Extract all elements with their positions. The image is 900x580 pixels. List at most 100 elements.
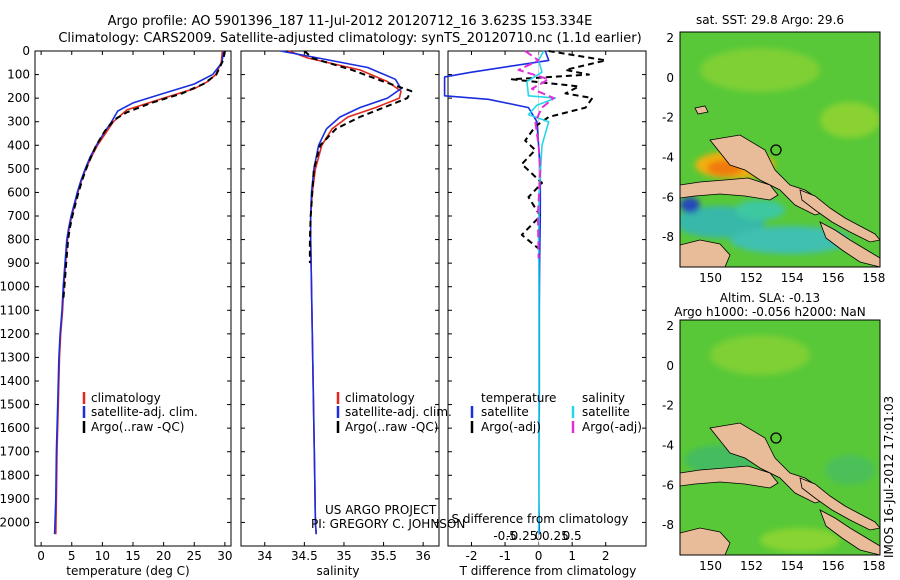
depth-tick-label: 200 <box>7 91 30 105</box>
temperature-xtick-label: 30 <box>217 549 232 563</box>
depth-tick-label: 1400 <box>0 374 30 388</box>
temperature-panel-frame <box>34 50 232 547</box>
figure-title-line1: Argo profile: AO 5901396_187 11-Jul-2012… <box>108 14 593 29</box>
depth-tick-label: 800 <box>7 233 30 247</box>
map_sla-lat-tick-label: -8 <box>662 518 674 532</box>
argo-float-marker <box>770 432 782 444</box>
map_sst-lat-tick-label: -8 <box>662 230 674 244</box>
legend-s-argo-label: Argo(-adj) <box>582 420 642 434</box>
legend-t-argo-label: Argo(-adj) <box>481 420 541 434</box>
map_sst-lat-tick-label: -6 <box>662 190 674 204</box>
legend-climatology-label: climatology <box>91 391 161 405</box>
difference-xtick-label: -2 <box>466 549 478 563</box>
map_sst-lat-tick-label: -2 <box>662 111 674 125</box>
depth-tick-label: 1000 <box>0 280 30 294</box>
depth-tick-label: 1800 <box>0 468 30 482</box>
land-mass <box>819 509 880 555</box>
map_sst-lat-tick-label: -4 <box>662 150 674 164</box>
depth-tick-label: 500 <box>7 162 30 176</box>
figure-title-line2: Climatology: CARS2009. Satellite-adjuste… <box>58 31 641 46</box>
project-credit: US ARGO PROJECT <box>325 503 437 517</box>
salinity-difference-tick-label: -0.5 <box>493 529 516 543</box>
salinity-panel-frame <box>240 50 440 547</box>
temperature-series-argo-raw-qc- <box>62 50 226 301</box>
legend-s-satellite-label: satellite <box>582 405 630 419</box>
difference-axis-label: T difference from climatology <box>459 564 637 578</box>
difference-xtick-label: 1 <box>568 549 576 563</box>
depth-tick-label: 400 <box>7 138 30 152</box>
legend-salinity-heading: salinity <box>582 391 625 405</box>
sst-cool-patch <box>730 226 850 254</box>
map_sla-lat-tick-label: 2 <box>666 319 674 333</box>
sla-map-title-line2: Argo h1000: -0.056 h2000: NaN <box>674 305 866 319</box>
depth-tick-label: 0 <box>22 44 30 58</box>
sst-warm-patch <box>820 102 880 138</box>
temperature-xtick-label: 10 <box>95 549 110 563</box>
map_sla-lon-tick-label: 156 <box>822 559 845 573</box>
depth-tick-label: 900 <box>7 256 30 270</box>
sst-map-title: sat. SST: 29.8 Argo: 29.6 <box>696 13 844 27</box>
salinity-difference-tick-label: -0.25 <box>506 529 537 543</box>
difference-legend: temperature salinity satellite Argo(-adj… <box>470 391 642 434</box>
map_sst-lat-tick-label: 2 <box>666 31 674 45</box>
difference-series-s-argo <box>517 50 555 259</box>
difference-xtick-label: -1 <box>499 549 511 563</box>
argo-float-marker <box>770 144 782 156</box>
legend-temperature-heading: temperature <box>481 391 556 405</box>
temperature-xtick-label: 25 <box>187 549 202 563</box>
salinity-series-argo-raw-qc- <box>303 50 413 264</box>
temperature-xtick-label: 20 <box>156 549 171 563</box>
depth-tick-label: 2000 <box>0 515 30 529</box>
salinity-xtick-label: 34 <box>257 549 272 563</box>
land-mass <box>694 105 709 115</box>
legend-argo-label: Argo(..raw -QC) <box>345 420 438 434</box>
land-mass <box>680 465 779 489</box>
sst-cool-patch <box>680 197 700 213</box>
temperature-series-climatology <box>55 50 224 535</box>
sla-patch <box>825 455 875 485</box>
difference-top-axis-label: S difference from climatology <box>452 512 629 526</box>
salinity-xtick-label: 35 <box>336 549 351 563</box>
land-mass <box>680 177 779 201</box>
map_sst-lon-tick-label: 158 <box>862 271 885 285</box>
map_sst-lon-tick-label: 150 <box>699 271 722 285</box>
depth-tick-label: 600 <box>7 185 30 199</box>
sst-cool-patch <box>735 200 785 220</box>
land-mass <box>680 239 731 267</box>
map_sst-lon-tick-label: 152 <box>740 271 763 285</box>
map_sla-lon-tick-label: 158 <box>862 559 885 573</box>
imos-timestamp: IMOS 16-Jul-2012 17:01:03 <box>882 396 896 558</box>
salinity-series-satellite-adj-clim- <box>280 50 402 535</box>
temperature-series-satellite-adj-clim- <box>53 50 225 535</box>
salinity-difference-tick-label: 0.25 <box>542 529 569 543</box>
sst-warm-patch <box>700 48 820 92</box>
difference-xtick-label: 0 <box>535 549 543 563</box>
sla-map-frame <box>679 319 881 556</box>
salinity-xtick-label: 36 <box>416 549 431 563</box>
sst-map-frame <box>679 31 881 268</box>
difference-series-t-satellite <box>443 50 550 535</box>
depth-tick-label: 1500 <box>0 398 30 412</box>
depth-tick-label: 700 <box>7 209 30 223</box>
map_sla-lat-tick-label: -2 <box>662 399 674 413</box>
profile-lines-layer <box>53 50 607 546</box>
land-mass <box>799 477 880 531</box>
difference-series-s-satellite <box>526 50 557 535</box>
map_sla-lon-tick-label: 150 <box>699 559 722 573</box>
depth-tick-label: 1300 <box>0 350 30 364</box>
land-mass <box>819 221 880 267</box>
difference-xtick-label: 2 <box>602 549 610 563</box>
salinity-axis-label: salinity <box>316 564 359 578</box>
map_sst-lon-tick-label: 154 <box>781 271 804 285</box>
depth-tick-label: 1200 <box>0 327 30 341</box>
depth-tick-label: 1100 <box>0 303 30 317</box>
map_sst-lat-tick-label: 0 <box>666 71 674 85</box>
pi-credit: PI: GREGORY C. JOHNSON <box>311 517 465 531</box>
map_sla-lat-tick-label: -4 <box>662 438 674 452</box>
depth-tick-label: 1900 <box>0 492 30 506</box>
salinity-xtick-label: 35.5 <box>370 549 397 563</box>
depth-tick-label: 1700 <box>0 445 30 459</box>
map_sla-lon-tick-label: 152 <box>740 559 763 573</box>
difference-series-t-argo <box>510 50 607 253</box>
